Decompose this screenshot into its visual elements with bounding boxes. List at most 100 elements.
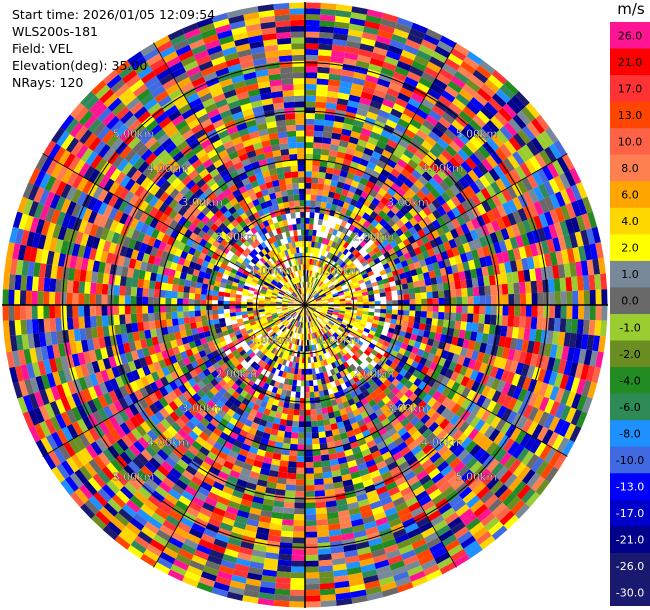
- velocity-gate: [26, 319, 34, 335]
- velocity-gate: [305, 89, 317, 96]
- velocity-gate: [328, 453, 338, 461]
- velocity-gate: [418, 160, 430, 171]
- velocity-gate: [264, 451, 274, 459]
- velocity-gate: [340, 134, 351, 142]
- velocity-gate: [368, 301, 375, 305]
- velocity-gate: [308, 309, 314, 314]
- velocity-gate: [530, 137, 545, 153]
- velocity-gate: [400, 113, 413, 124]
- velocity-gate: [311, 283, 315, 290]
- velocity-gate: [309, 282, 313, 289]
- velocity-gate: [447, 544, 464, 557]
- velocity-gate: [43, 291, 50, 305]
- velocity-gate: [279, 315, 285, 320]
- velocity-gate: [309, 298, 315, 302]
- velocity-gate: [371, 374, 379, 383]
- velocity-gate: [255, 484, 267, 493]
- velocity-gate: [315, 266, 320, 273]
- velocity-gate: [375, 83, 389, 94]
- velocity-gate: [223, 511, 237, 521]
- velocity-gate: [423, 271, 431, 280]
- velocity-gate: [323, 418, 331, 426]
- velocity-gate: [389, 240, 398, 248]
- velocity-gate: [12, 211, 23, 229]
- velocity-gate: [458, 486, 473, 500]
- velocity-gate: [253, 370, 261, 379]
- velocity-gate: [421, 265, 429, 274]
- velocity-gate: [369, 469, 381, 479]
- velocity-gate: [501, 408, 513, 422]
- velocity-gate: [205, 436, 217, 447]
- velocity-gate: [357, 419, 366, 428]
- velocity-gate: [394, 201, 404, 211]
- velocity-gate: [326, 312, 333, 316]
- velocity-gate: [514, 430, 527, 445]
- velocity-gate: [331, 248, 337, 255]
- velocity-gate: [561, 249, 570, 264]
- velocity-gate: [218, 291, 225, 297]
- velocity-gate: [247, 310, 254, 315]
- velocity-gate: [331, 428, 340, 436]
- velocity-gate: [441, 274, 449, 284]
- velocity-gate: [499, 452, 513, 467]
- velocity-gate: [251, 336, 258, 343]
- velocity-gate: [495, 418, 507, 432]
- velocity-gate: [453, 236, 463, 247]
- velocity-gate: [471, 249, 480, 260]
- velocity-gate: [418, 279, 426, 287]
- velocity-gate: [229, 431, 239, 440]
- velocity-gate: [316, 317, 322, 323]
- velocity-gate: [354, 351, 362, 359]
- velocity-gate: [460, 409, 471, 422]
- velocity-gate: [380, 496, 393, 506]
- velocity-gate: [55, 413, 67, 430]
- velocity-gate: [526, 421, 539, 436]
- velocity-gate: [489, 232, 499, 244]
- velocity-gate: [239, 429, 249, 438]
- velocity-gate: [572, 347, 581, 364]
- velocity-gate: [84, 499, 100, 515]
- velocity-gate: [124, 314, 132, 324]
- velocity-gate: [513, 282, 520, 294]
- velocity-gate: [588, 274, 596, 291]
- velocity-gate: [305, 153, 313, 160]
- velocity-gate: [306, 293, 309, 300]
- velocity-gate: [244, 419, 253, 428]
- velocity-gate: [420, 235, 430, 245]
- velocity-gate: [358, 48, 373, 58]
- velocity-gate: [155, 327, 163, 337]
- velocity-gate: [389, 362, 398, 370]
- velocity-gate: [448, 320, 456, 329]
- velocity-gate: [371, 450, 382, 460]
- velocity-gate: [459, 252, 468, 263]
- velocity-gate: [353, 150, 364, 159]
- velocity-gate: [473, 92, 488, 107]
- velocity-gate: [410, 333, 418, 341]
- velocity-gate: [451, 264, 459, 274]
- velocity-gate: [108, 356, 117, 368]
- velocity-gate: [317, 260, 322, 267]
- velocity-gate: [537, 227, 547, 242]
- velocity-gate: [332, 168, 342, 176]
- velocity-gate: [460, 535, 476, 549]
- velocity-gate: [305, 543, 318, 550]
- velocity-gate: [410, 92, 425, 104]
- velocity-gate: [379, 226, 388, 235]
- velocity-gate: [300, 328, 303, 334]
- velocity-gate: [512, 196, 523, 211]
- velocity-gate: [486, 387, 497, 401]
- velocity-gate: [149, 539, 166, 552]
- velocity-gate: [309, 289, 313, 295]
- velocity-gate: [270, 339, 276, 346]
- velocity-gate: [493, 431, 505, 446]
- velocity-gate: [78, 376, 88, 391]
- velocity-gate: [313, 259, 317, 266]
- velocity-gate: [378, 320, 385, 327]
- velocity-gate: [506, 185, 518, 200]
- velocity-gate: [312, 153, 321, 161]
- velocity-gate: [295, 356, 300, 363]
- velocity-gate: [370, 219, 379, 228]
- velocity-gate: [92, 260, 101, 273]
- velocity-gate: [108, 415, 120, 429]
- velocity-gate: [178, 495, 192, 507]
